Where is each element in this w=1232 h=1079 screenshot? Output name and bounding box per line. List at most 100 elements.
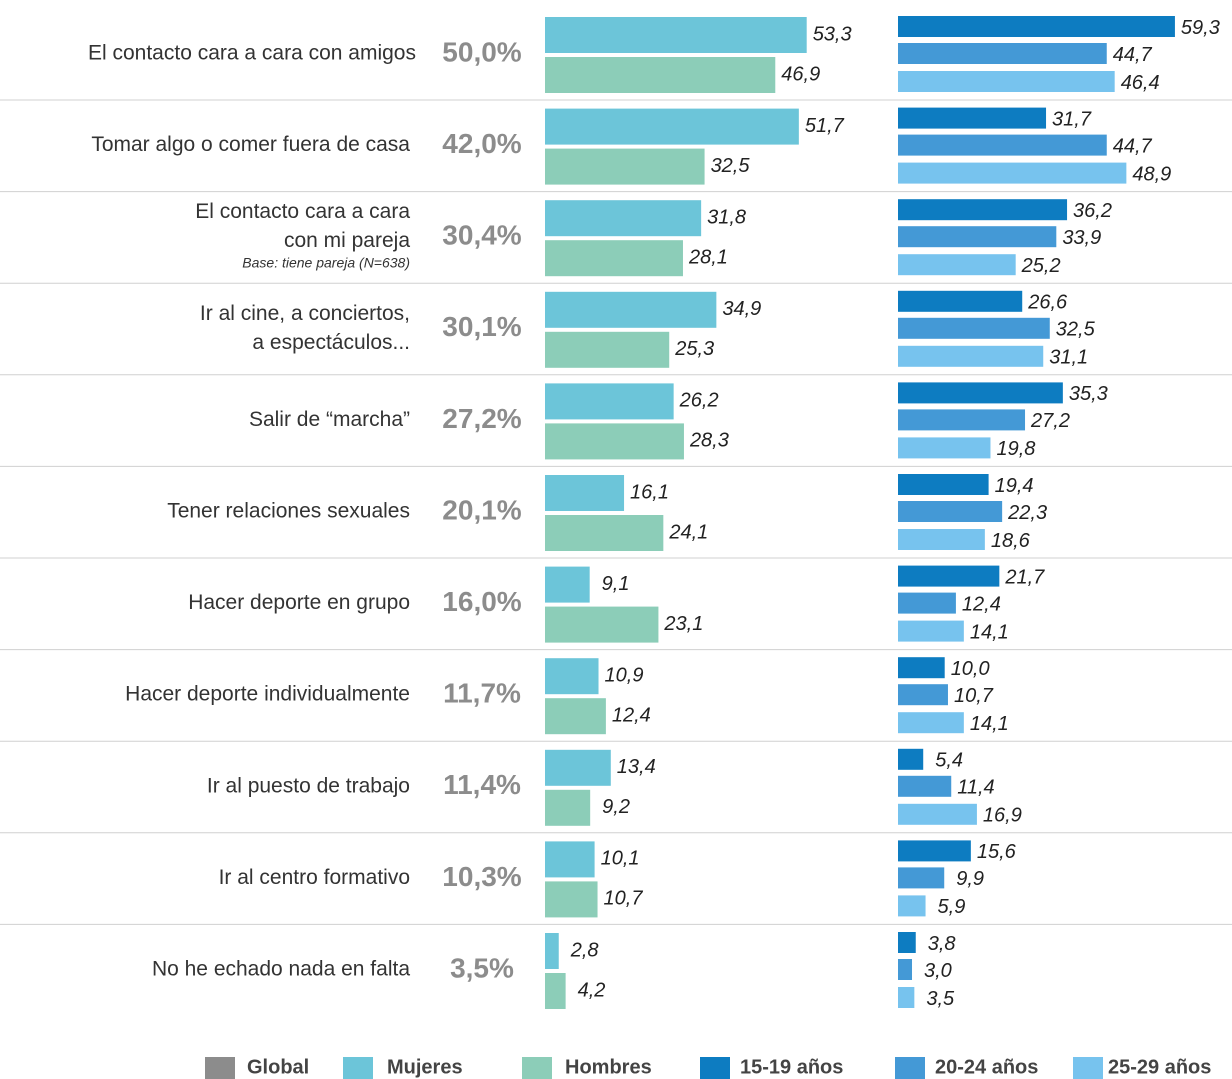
legend-swatch	[522, 1057, 552, 1079]
bar	[898, 16, 1175, 37]
value-label: 31,1	[1049, 347, 1088, 369]
bar	[898, 840, 971, 862]
global-value: 30,1%	[442, 311, 521, 342]
bar	[898, 592, 956, 614]
annotation: Base: tiene pareja (N=638)	[242, 254, 410, 270]
value-label: 9,9	[956, 868, 984, 890]
legend-label: 25-29 años	[1108, 1056, 1211, 1078]
value-label: 28,3	[689, 430, 729, 452]
value-label: 2,8	[570, 939, 599, 961]
value-label: 46,4	[1121, 72, 1160, 94]
bar	[898, 867, 945, 889]
value-label: 16,1	[630, 481, 669, 503]
bar	[898, 134, 1107, 156]
bar	[545, 566, 590, 603]
value-label: 53,3	[813, 23, 852, 45]
value-label: 32,5	[711, 155, 751, 177]
bar	[898, 932, 916, 953]
global-value: 3,5%	[450, 952, 514, 983]
value-label: 10,9	[605, 664, 644, 686]
category-label: Tener relaciones sexuales	[167, 500, 410, 523]
bar	[898, 199, 1068, 221]
bar	[898, 162, 1127, 184]
legend-swatch	[700, 1057, 730, 1079]
global-value: 16,0%	[442, 586, 521, 617]
bar	[898, 620, 964, 642]
value-label: 5,4	[935, 750, 963, 772]
bar	[898, 437, 991, 459]
legend-label: 20-24 años	[935, 1056, 1038, 1078]
bar	[545, 973, 566, 1009]
value-label: 10,7	[954, 685, 994, 707]
legend-swatch	[205, 1057, 235, 1079]
bar	[545, 240, 683, 277]
bar	[898, 409, 1026, 431]
bar	[545, 108, 799, 145]
bar	[545, 658, 599, 695]
category-label: Ir al puesto de trabajo	[207, 774, 410, 797]
value-label: 13,4	[617, 756, 656, 778]
value-label: 51,7	[805, 115, 845, 137]
bar	[545, 515, 664, 551]
legend-swatch	[343, 1057, 373, 1079]
category-label: a espectáculos...	[252, 331, 410, 354]
value-label: 32,5	[1056, 319, 1096, 341]
value-label: 12,4	[612, 704, 651, 726]
bar	[898, 71, 1115, 92]
value-label: 28,1	[688, 246, 728, 268]
bar	[545, 606, 659, 643]
bar	[545, 383, 674, 420]
value-label: 26,2	[679, 390, 719, 412]
bar	[545, 148, 705, 185]
global-value: 10,3%	[442, 861, 521, 892]
bar	[898, 657, 945, 679]
category-label: El contacto cara a cara con amigos	[88, 42, 416, 65]
bar	[545, 698, 606, 735]
bar	[898, 474, 989, 495]
category-label: Salir de “marcha”	[249, 408, 410, 431]
category-label: El contacto cara a cara	[195, 200, 410, 223]
value-label: 31,7	[1052, 108, 1092, 130]
legend-swatch	[1073, 1057, 1103, 1079]
legend-label: Hombres	[565, 1056, 652, 1078]
value-label: 33,9	[1062, 227, 1101, 249]
value-label: 12,4	[962, 593, 1001, 615]
bar	[545, 17, 807, 53]
value-label: 10,0	[951, 658, 990, 680]
bar	[898, 565, 1000, 587]
category-label: Ir al centro formativo	[219, 866, 410, 889]
global-value: 11,7%	[443, 678, 521, 709]
legend-label: 15-19 años	[740, 1056, 843, 1078]
legend-label: Global	[247, 1056, 309, 1078]
value-label: 9,2	[602, 796, 630, 818]
value-label: 31,8	[707, 206, 746, 228]
value-label: 16,9	[983, 805, 1022, 827]
global-value: 27,2%	[442, 403, 521, 434]
category-label: Hacer deporte en grupo	[188, 591, 410, 614]
bar	[898, 803, 977, 825]
value-label: 25,3	[674, 338, 714, 360]
bar	[898, 345, 1044, 367]
bar	[898, 501, 1003, 522]
value-label: 18,6	[991, 530, 1031, 552]
bar	[898, 529, 985, 550]
bar	[545, 475, 625, 511]
bar	[898, 987, 915, 1008]
bar	[545, 749, 611, 786]
bar	[898, 317, 1050, 339]
value-label: 3,5	[926, 988, 955, 1010]
bar	[898, 382, 1063, 404]
value-label: 19,8	[996, 438, 1035, 460]
value-label: 10,7	[604, 888, 644, 910]
bar	[898, 43, 1107, 64]
value-label: 22,3	[1007, 502, 1047, 524]
value-label: 24,1	[668, 521, 708, 543]
value-label: 48,9	[1132, 163, 1171, 185]
value-label: 34,9	[722, 298, 761, 320]
bar	[545, 200, 702, 237]
value-label: 23,1	[663, 613, 703, 635]
value-label: 3,8	[928, 933, 956, 955]
value-label: 25,2	[1021, 255, 1061, 277]
legend-label: Mujeres	[387, 1056, 463, 1078]
